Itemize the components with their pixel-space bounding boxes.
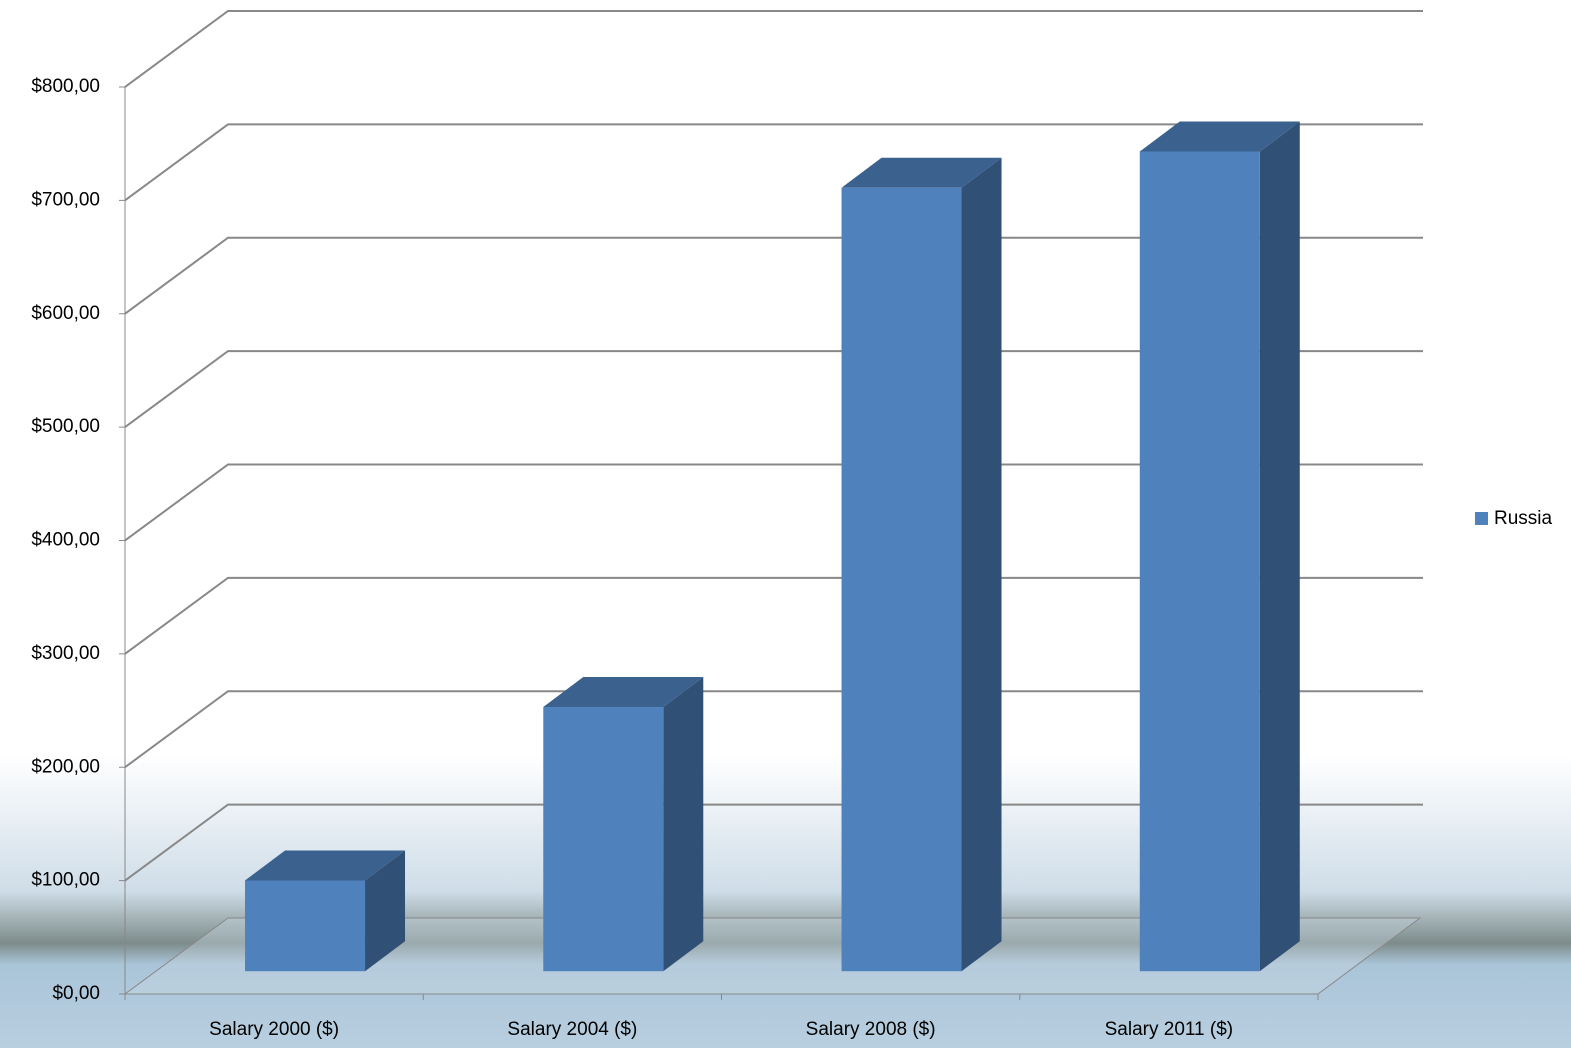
bar-top <box>1139 121 1300 152</box>
bar-side <box>1259 121 1300 972</box>
grid-line <box>124 123 1423 202</box>
bar-top <box>543 677 704 708</box>
y-tick-label: $100,00 <box>31 870 100 891</box>
y-tick-label: $700,00 <box>31 189 100 210</box>
x-tick-label: Salary 2004 ($) <box>507 1019 637 1040</box>
grid-line <box>124 690 1423 769</box>
grid-line <box>124 236 1423 315</box>
y-tick-label: $600,00 <box>31 303 100 324</box>
grid-line <box>124 576 1423 655</box>
bar-side <box>365 850 406 972</box>
y-tick-label: $500,00 <box>31 416 100 437</box>
y-tick-label: $200,00 <box>31 756 100 777</box>
floor <box>123 917 1422 995</box>
bar-top <box>841 157 1002 188</box>
grid-line <box>124 10 1423 88</box>
bar <box>543 707 664 972</box>
x-tick-label: Salary 2000 ($) <box>209 1019 339 1040</box>
bar-side <box>961 157 1002 972</box>
grid-line <box>124 350 1423 428</box>
bar <box>841 187 962 972</box>
x-tick-label: Salary 2008 ($) <box>806 1019 936 1040</box>
legend-label: Russia <box>1494 508 1553 529</box>
bar-top <box>245 850 406 881</box>
grid-line <box>124 463 1423 542</box>
bar <box>1139 151 1260 972</box>
legend-swatch <box>1475 512 1488 525</box>
bar <box>245 880 366 972</box>
y-tick-label: $0,00 <box>52 983 100 1004</box>
y-tick-label: $300,00 <box>31 643 100 664</box>
bar-side <box>663 677 704 972</box>
y-tick-label: $400,00 <box>31 530 100 551</box>
y-tick-label: $800,00 <box>31 76 100 97</box>
x-tick-label: Salary 2011 ($) <box>1105 1019 1234 1040</box>
grid-line <box>124 803 1423 882</box>
